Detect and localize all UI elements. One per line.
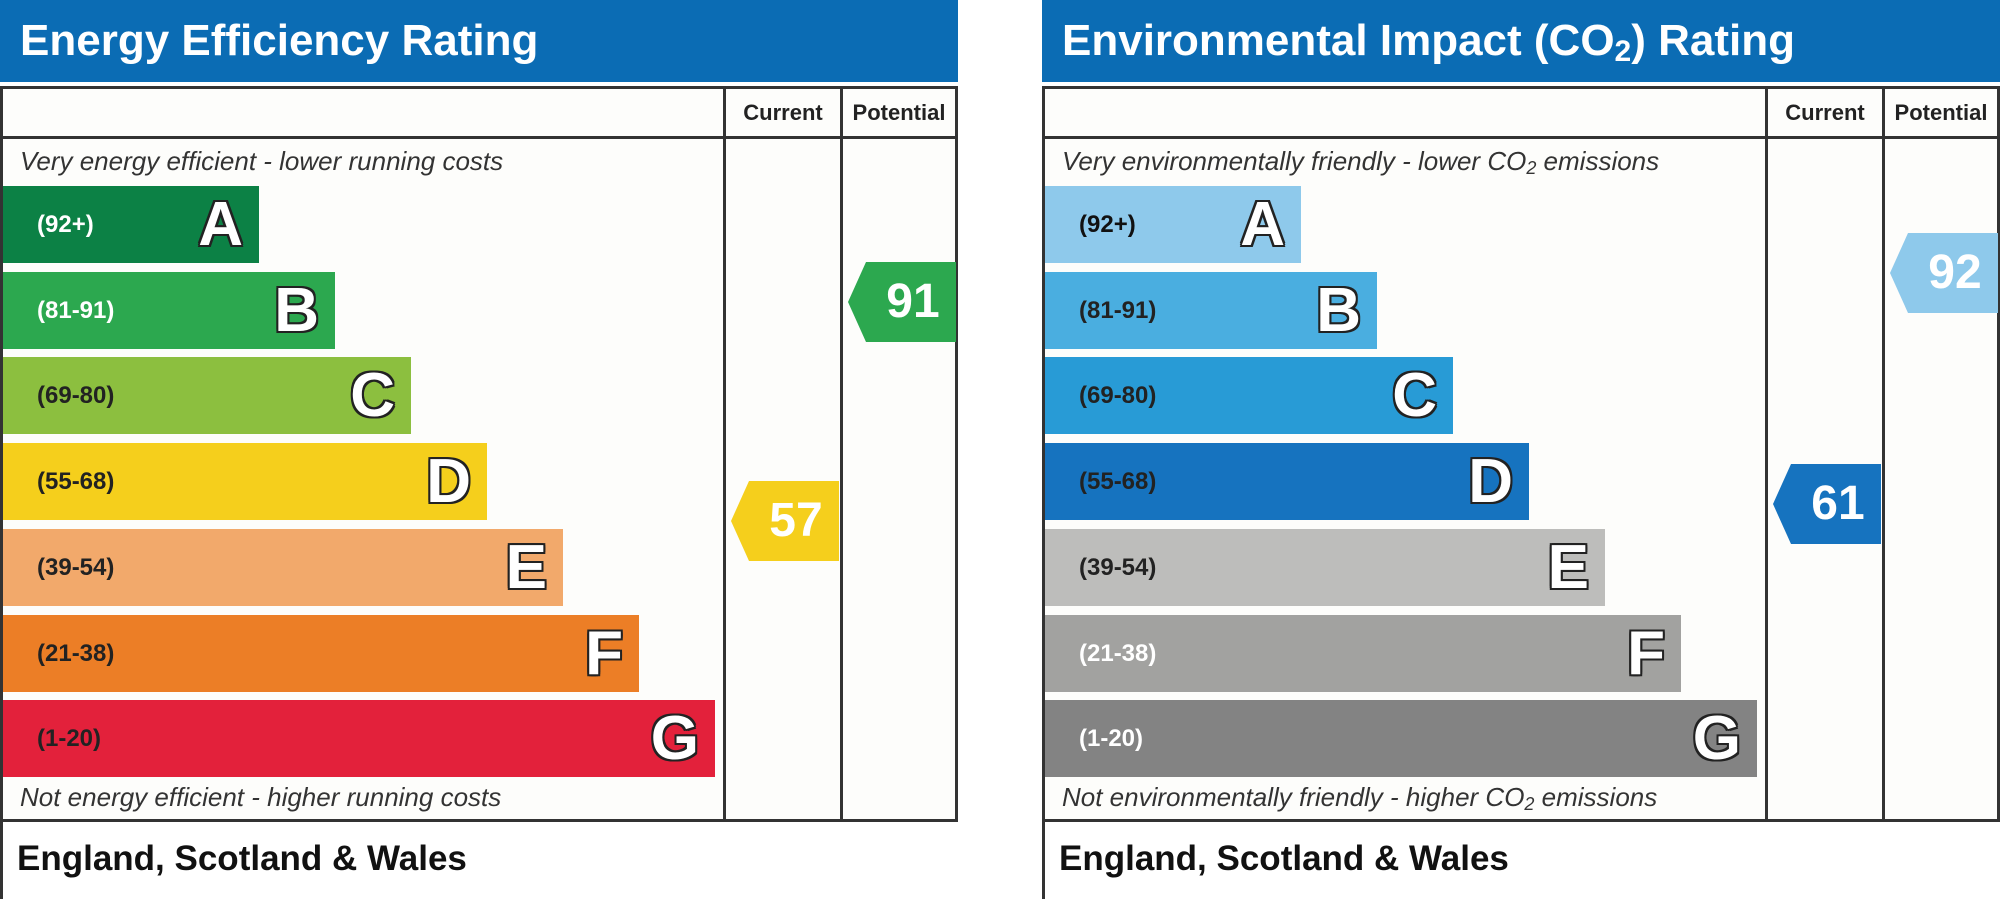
band-f: (21-38) F xyxy=(1045,614,1681,692)
band-g: (1-20) G xyxy=(3,700,715,778)
current-column-header: Current xyxy=(743,100,823,125)
band-d: (55-68) D xyxy=(3,443,487,521)
band-range: (1-20) xyxy=(1079,725,1144,753)
band-range: (92+) xyxy=(37,211,94,238)
band-letter: F xyxy=(585,618,623,688)
band-letter: F xyxy=(1627,618,1665,688)
band-letter: B xyxy=(274,275,319,345)
band-letter: E xyxy=(505,532,547,602)
band-range: (69-80) xyxy=(37,382,115,410)
band-range: (1-20) xyxy=(37,725,102,753)
potential-column-header: Potential xyxy=(852,100,946,125)
band-range: (39-54) xyxy=(1079,553,1157,581)
band-c: (69-80) C xyxy=(3,357,411,435)
potential-rating-arrow: 92 xyxy=(1890,233,1998,313)
chart-title: Environmental Impact (CO2) Rating xyxy=(1042,0,2000,82)
band-a: (92+) A xyxy=(1045,186,1301,263)
column-divider xyxy=(840,89,843,819)
header-divider xyxy=(1045,136,1997,139)
band-letter: C xyxy=(350,361,395,431)
potential-rating-arrow: 91 xyxy=(848,261,956,342)
current-rating-arrow: 61 xyxy=(1773,463,1881,544)
caption-bottom: Not environmentally friendly - higher CO… xyxy=(1062,782,1658,814)
arrow-shape xyxy=(1890,233,1998,313)
region-footer: England, Scotland & Wales xyxy=(1042,822,1723,899)
energy-efficiency-chart: Energy Efficiency Rating Current Potenti… xyxy=(0,0,958,899)
region-label: England, Scotland & Wales xyxy=(17,839,467,878)
band-range: (21-38) xyxy=(1079,639,1157,667)
caption-bottom: Not energy efficient - higher running co… xyxy=(20,782,502,812)
band-range: (55-68) xyxy=(37,468,115,496)
column-divider xyxy=(1882,89,1885,819)
band-range: (81-91) xyxy=(37,296,115,324)
band-b: (81-91) B xyxy=(3,271,335,349)
arrow-shape xyxy=(848,261,956,342)
band-range: (81-91) xyxy=(1079,296,1157,324)
environmental-impact-chart: Environmental Impact (CO2) Rating Curren… xyxy=(1042,0,2000,899)
band-f: (21-38) F xyxy=(3,614,639,692)
band-a: (92+) A xyxy=(3,186,259,263)
band-range: (92+) xyxy=(1079,211,1136,238)
band-g: (1-20) G xyxy=(1045,700,1757,778)
rating-frame: Current Potential Very energy efficient … xyxy=(0,86,958,822)
band-letter: D xyxy=(1468,447,1513,517)
arrow-shape xyxy=(1773,463,1881,544)
band-c: (69-80) C xyxy=(1045,357,1453,435)
current-rating-value: 57 xyxy=(769,494,823,548)
caption-top: Very energy efficient - lower running co… xyxy=(20,146,504,176)
band-e: (39-54) E xyxy=(1045,528,1605,606)
band-letter: A xyxy=(198,190,243,259)
current-rating-arrow: 57 xyxy=(731,481,839,562)
band-range: (21-38) xyxy=(37,639,115,667)
chart-title: Energy Efficiency Rating xyxy=(0,0,958,82)
band-letter: G xyxy=(650,704,699,774)
band-b: (81-91) B xyxy=(1045,271,1377,349)
current-column-header: Current xyxy=(1785,100,1865,125)
band-letter: E xyxy=(1547,532,1589,602)
band-d: (55-68) D xyxy=(1045,443,1529,521)
band-range: (39-54) xyxy=(37,553,115,581)
arrow-shape xyxy=(731,481,839,562)
header-divider xyxy=(3,136,955,139)
band-letter: G xyxy=(1692,704,1741,774)
band-range: (69-80) xyxy=(1079,382,1157,410)
region-label: England, Scotland & Wales xyxy=(1059,839,1509,878)
band-letter: B xyxy=(1316,275,1361,345)
potential-column-header: Potential xyxy=(1894,100,1988,125)
region-footer: England, Scotland & Wales xyxy=(0,822,681,899)
column-divider xyxy=(723,89,726,819)
potential-rating-value: 92 xyxy=(1928,246,1982,299)
band-range: (55-68) xyxy=(1079,468,1157,496)
caption-top: Very environmentally friendly - lower CO… xyxy=(1062,146,1660,178)
potential-rating-value: 91 xyxy=(886,274,940,328)
band-letter: D xyxy=(426,447,471,517)
band-letter: A xyxy=(1240,190,1285,259)
rating-frame: Current Potential Very environmentally f… xyxy=(1042,86,2000,822)
band-letter: C xyxy=(1392,361,1437,431)
column-divider xyxy=(1765,89,1768,819)
band-e: (39-54) E xyxy=(3,528,563,606)
current-rating-value: 61 xyxy=(1811,476,1865,530)
